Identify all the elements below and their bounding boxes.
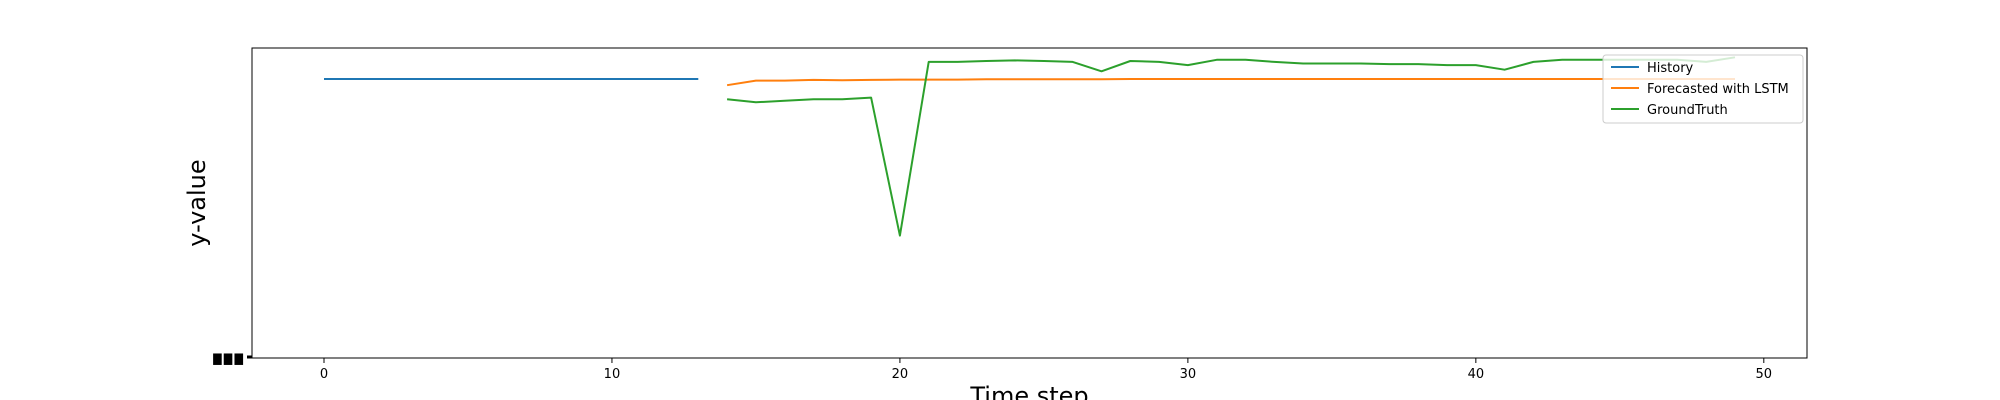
x-axis-ticks: 0 10 20 30 40 50 [320, 358, 1772, 382]
x-tick-label: 40 [1468, 367, 1485, 382]
legend-entry-1: Forecasted with LSTM [1647, 82, 1789, 97]
y-axis-ticks: ■■■ [212, 349, 252, 367]
y-axis-label: y-value [183, 159, 211, 246]
x-axis-label: Time step [969, 382, 1088, 400]
x-tick-label: 30 [1180, 367, 1197, 382]
legend-box [1602, 54, 1804, 124]
x-tick-label: 0 [320, 367, 328, 382]
series-line-1 [726, 78, 1735, 87]
legend-entry-2: GroundTruth [1647, 103, 1728, 118]
series-line-2 [726, 56, 1736, 237]
x-tick-label: 50 [1756, 367, 1773, 382]
x-tick-label: 20 [892, 367, 909, 382]
plot-frame [251, 47, 1808, 359]
legend-entry-0: History [1647, 61, 1694, 76]
legend: History Forecasted with LSTM GroundTruth [1602, 54, 1804, 124]
x-tick-label: 10 [604, 367, 621, 382]
plot-area [324, 56, 1736, 237]
y-tick-labels-overlapping: ■■■ [212, 349, 244, 367]
